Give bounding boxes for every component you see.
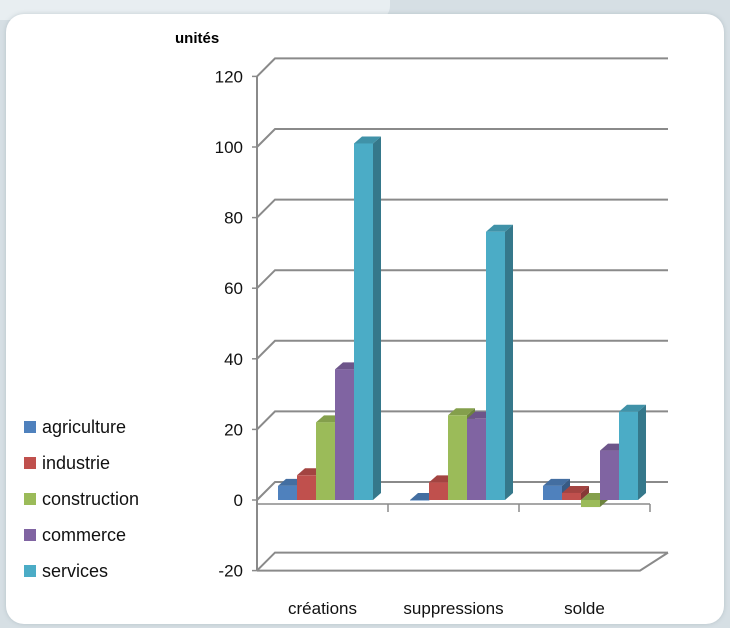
bar-top — [543, 478, 570, 486]
bar-top — [354, 136, 381, 144]
bar-top — [562, 485, 589, 493]
y-tick-label: 40 — [224, 350, 243, 369]
bar-front — [410, 500, 429, 501]
legend-label: services — [42, 561, 108, 581]
gridline — [256, 57, 668, 78]
gridline — [256, 551, 668, 572]
gridline — [256, 481, 668, 501]
gridline — [256, 198, 668, 219]
x-tick-label: créations — [288, 599, 357, 618]
legend-item: construction — [24, 489, 139, 509]
y-tick-label: 120 — [215, 67, 243, 86]
gridline — [256, 339, 668, 360]
bar-front — [600, 450, 619, 500]
bar-front — [619, 411, 638, 500]
floor-outline — [257, 551, 669, 572]
x-tick-label: suppressions — [403, 599, 503, 618]
bar — [354, 136, 381, 500]
legend-swatch — [24, 457, 36, 469]
bar-top — [619, 404, 646, 412]
gridline — [256, 269, 668, 289]
y-tick-label: -20 — [218, 562, 243, 581]
legend-swatch — [24, 493, 36, 505]
legend-label: agriculture — [42, 417, 126, 437]
y-axis-label: unités — [175, 30, 219, 47]
legend-item: services — [24, 561, 108, 581]
x-tick-labels: créations suppressions solde — [288, 599, 605, 618]
y-tick-labels: -20 0 20 40 60 80 100 120 — [215, 67, 257, 581]
legend-item: industrie — [24, 453, 110, 473]
bar-front — [354, 143, 373, 500]
y-tick-label: 60 — [224, 279, 243, 298]
y-tick-label: 100 — [215, 138, 243, 157]
bar-front — [429, 482, 448, 500]
legend: agriculture industrie construction commerce… — [24, 417, 139, 581]
bar-front — [278, 485, 297, 500]
bar — [562, 485, 589, 500]
bars — [278, 136, 646, 508]
bar-side — [638, 404, 646, 500]
legend-swatch — [24, 529, 36, 541]
legend-label: commerce — [42, 525, 126, 545]
legend-swatch — [24, 421, 36, 433]
legend-label: industrie — [42, 453, 110, 473]
x-tick-label: solde — [564, 599, 605, 618]
bar-front — [486, 231, 505, 500]
y-tick-label: 20 — [224, 420, 243, 439]
gridline — [256, 410, 668, 431]
bar-front — [543, 485, 562, 500]
bar-front — [335, 369, 354, 500]
bar — [486, 224, 513, 500]
legend-item: commerce — [24, 525, 126, 545]
gridlines — [256, 57, 669, 572]
bar-front — [581, 500, 600, 508]
bar-side — [505, 224, 513, 500]
bar-top — [448, 408, 475, 416]
gridline — [256, 128, 668, 148]
bar-side — [373, 136, 381, 500]
bar-front — [467, 418, 486, 500]
bar-top — [486, 224, 513, 232]
bar-front — [316, 422, 335, 500]
bar-front — [448, 415, 467, 500]
bar — [619, 404, 646, 500]
legend-swatch — [24, 565, 36, 577]
y-tick-label: 80 — [224, 209, 243, 228]
bar-front — [562, 492, 581, 500]
y-tick-label: 0 — [234, 491, 243, 510]
bar-side — [581, 485, 589, 500]
bar-front — [297, 475, 316, 500]
legend-label: construction — [42, 489, 139, 509]
legend-item: agriculture — [24, 417, 126, 437]
